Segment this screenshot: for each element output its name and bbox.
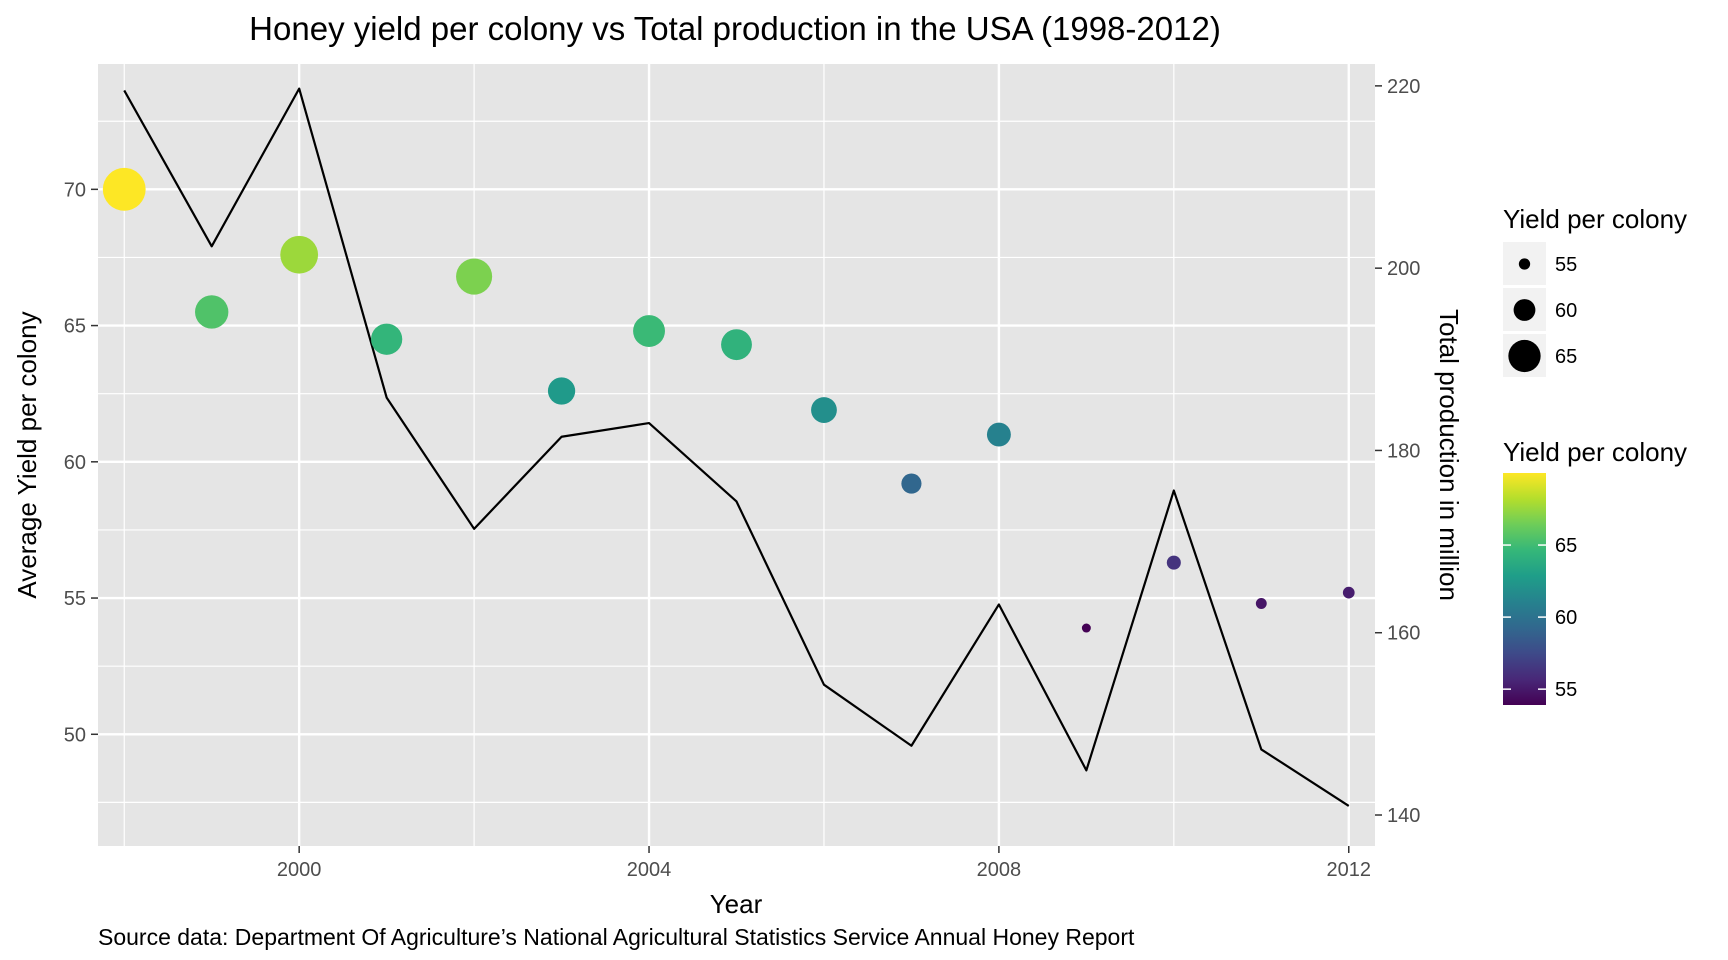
y-tick-label-left: 55 (64, 588, 86, 610)
colorbar-label: 60 (1555, 607, 1577, 629)
production-line-layer (123, 87, 1350, 807)
minor-gridlines (98, 64, 1375, 846)
chart-title: Honey yield per colony vs Total producti… (249, 10, 1221, 47)
x-tick-label: 2000 (277, 859, 322, 881)
x-tick-label: 2004 (627, 859, 672, 881)
yield-point (1342, 586, 1355, 599)
yield-point (811, 397, 837, 423)
x-tick-label: 2008 (977, 859, 1022, 881)
colorbar (1503, 473, 1546, 705)
y-axis-right: 140 160 180 200 220 (1375, 76, 1420, 827)
plot-panel (98, 64, 1375, 846)
y-tick-label-right: 200 (1387, 258, 1420, 280)
color-legend-title: Yield per colony (1503, 437, 1687, 467)
size-legend-label: 60 (1555, 300, 1577, 322)
y-tick-label-right: 180 (1387, 440, 1420, 462)
y-axis-left: 50 55 60 65 70 (64, 179, 98, 746)
yield-point (1166, 555, 1181, 570)
size-legend-dot (1518, 258, 1531, 270)
yield-point (721, 329, 752, 361)
yield-point (195, 295, 229, 329)
y-axis-title-right: Total production in million (1434, 309, 1464, 601)
color-legend: Yield per colony 55 60 65 (1503, 437, 1687, 705)
yield-point (371, 323, 403, 355)
y-axis-title-left: Average Yield per colony (12, 311, 42, 598)
yield-points-layer (102, 167, 1355, 633)
major-gridlines (98, 64, 1375, 846)
source-caption: Source data: Department Of Agriculture’s… (98, 924, 1135, 950)
y-tick-label-right: 160 (1387, 623, 1420, 645)
colorbar-label: 55 (1555, 679, 1577, 701)
size-legend-title: Yield per colony (1503, 204, 1687, 234)
size-legend-dot (1508, 339, 1541, 373)
size-legend-label: 65 (1555, 346, 1577, 368)
y-tick-label-left: 70 (64, 179, 86, 201)
y-tick-label-right: 140 (1387, 805, 1420, 827)
production-line (123, 87, 1350, 807)
size-legend: Yield per colony 55 60 65 (1503, 204, 1687, 377)
yield-point (280, 235, 319, 274)
yield-point (1255, 598, 1267, 609)
yield-point (456, 258, 493, 295)
yield-point (102, 167, 146, 211)
yield-point (633, 315, 665, 347)
x-axis: 2000 2004 2008 2012 (277, 846, 1371, 881)
y-tick-label-right: 220 (1387, 76, 1420, 98)
y-tick-label-left: 50 (64, 724, 86, 746)
yield-point (547, 377, 576, 405)
yield-point (1081, 623, 1091, 633)
x-tick-label: 2012 (1327, 859, 1372, 881)
x-axis-title: Year (710, 889, 763, 919)
size-legend-dot (1513, 299, 1536, 321)
y-tick-label-left: 65 (64, 316, 86, 338)
yield-point (986, 422, 1011, 447)
size-legend-label: 55 (1555, 254, 1577, 276)
yield-point (901, 473, 922, 494)
colorbar-label: 65 (1555, 535, 1577, 557)
y-tick-label-left: 60 (64, 452, 86, 474)
